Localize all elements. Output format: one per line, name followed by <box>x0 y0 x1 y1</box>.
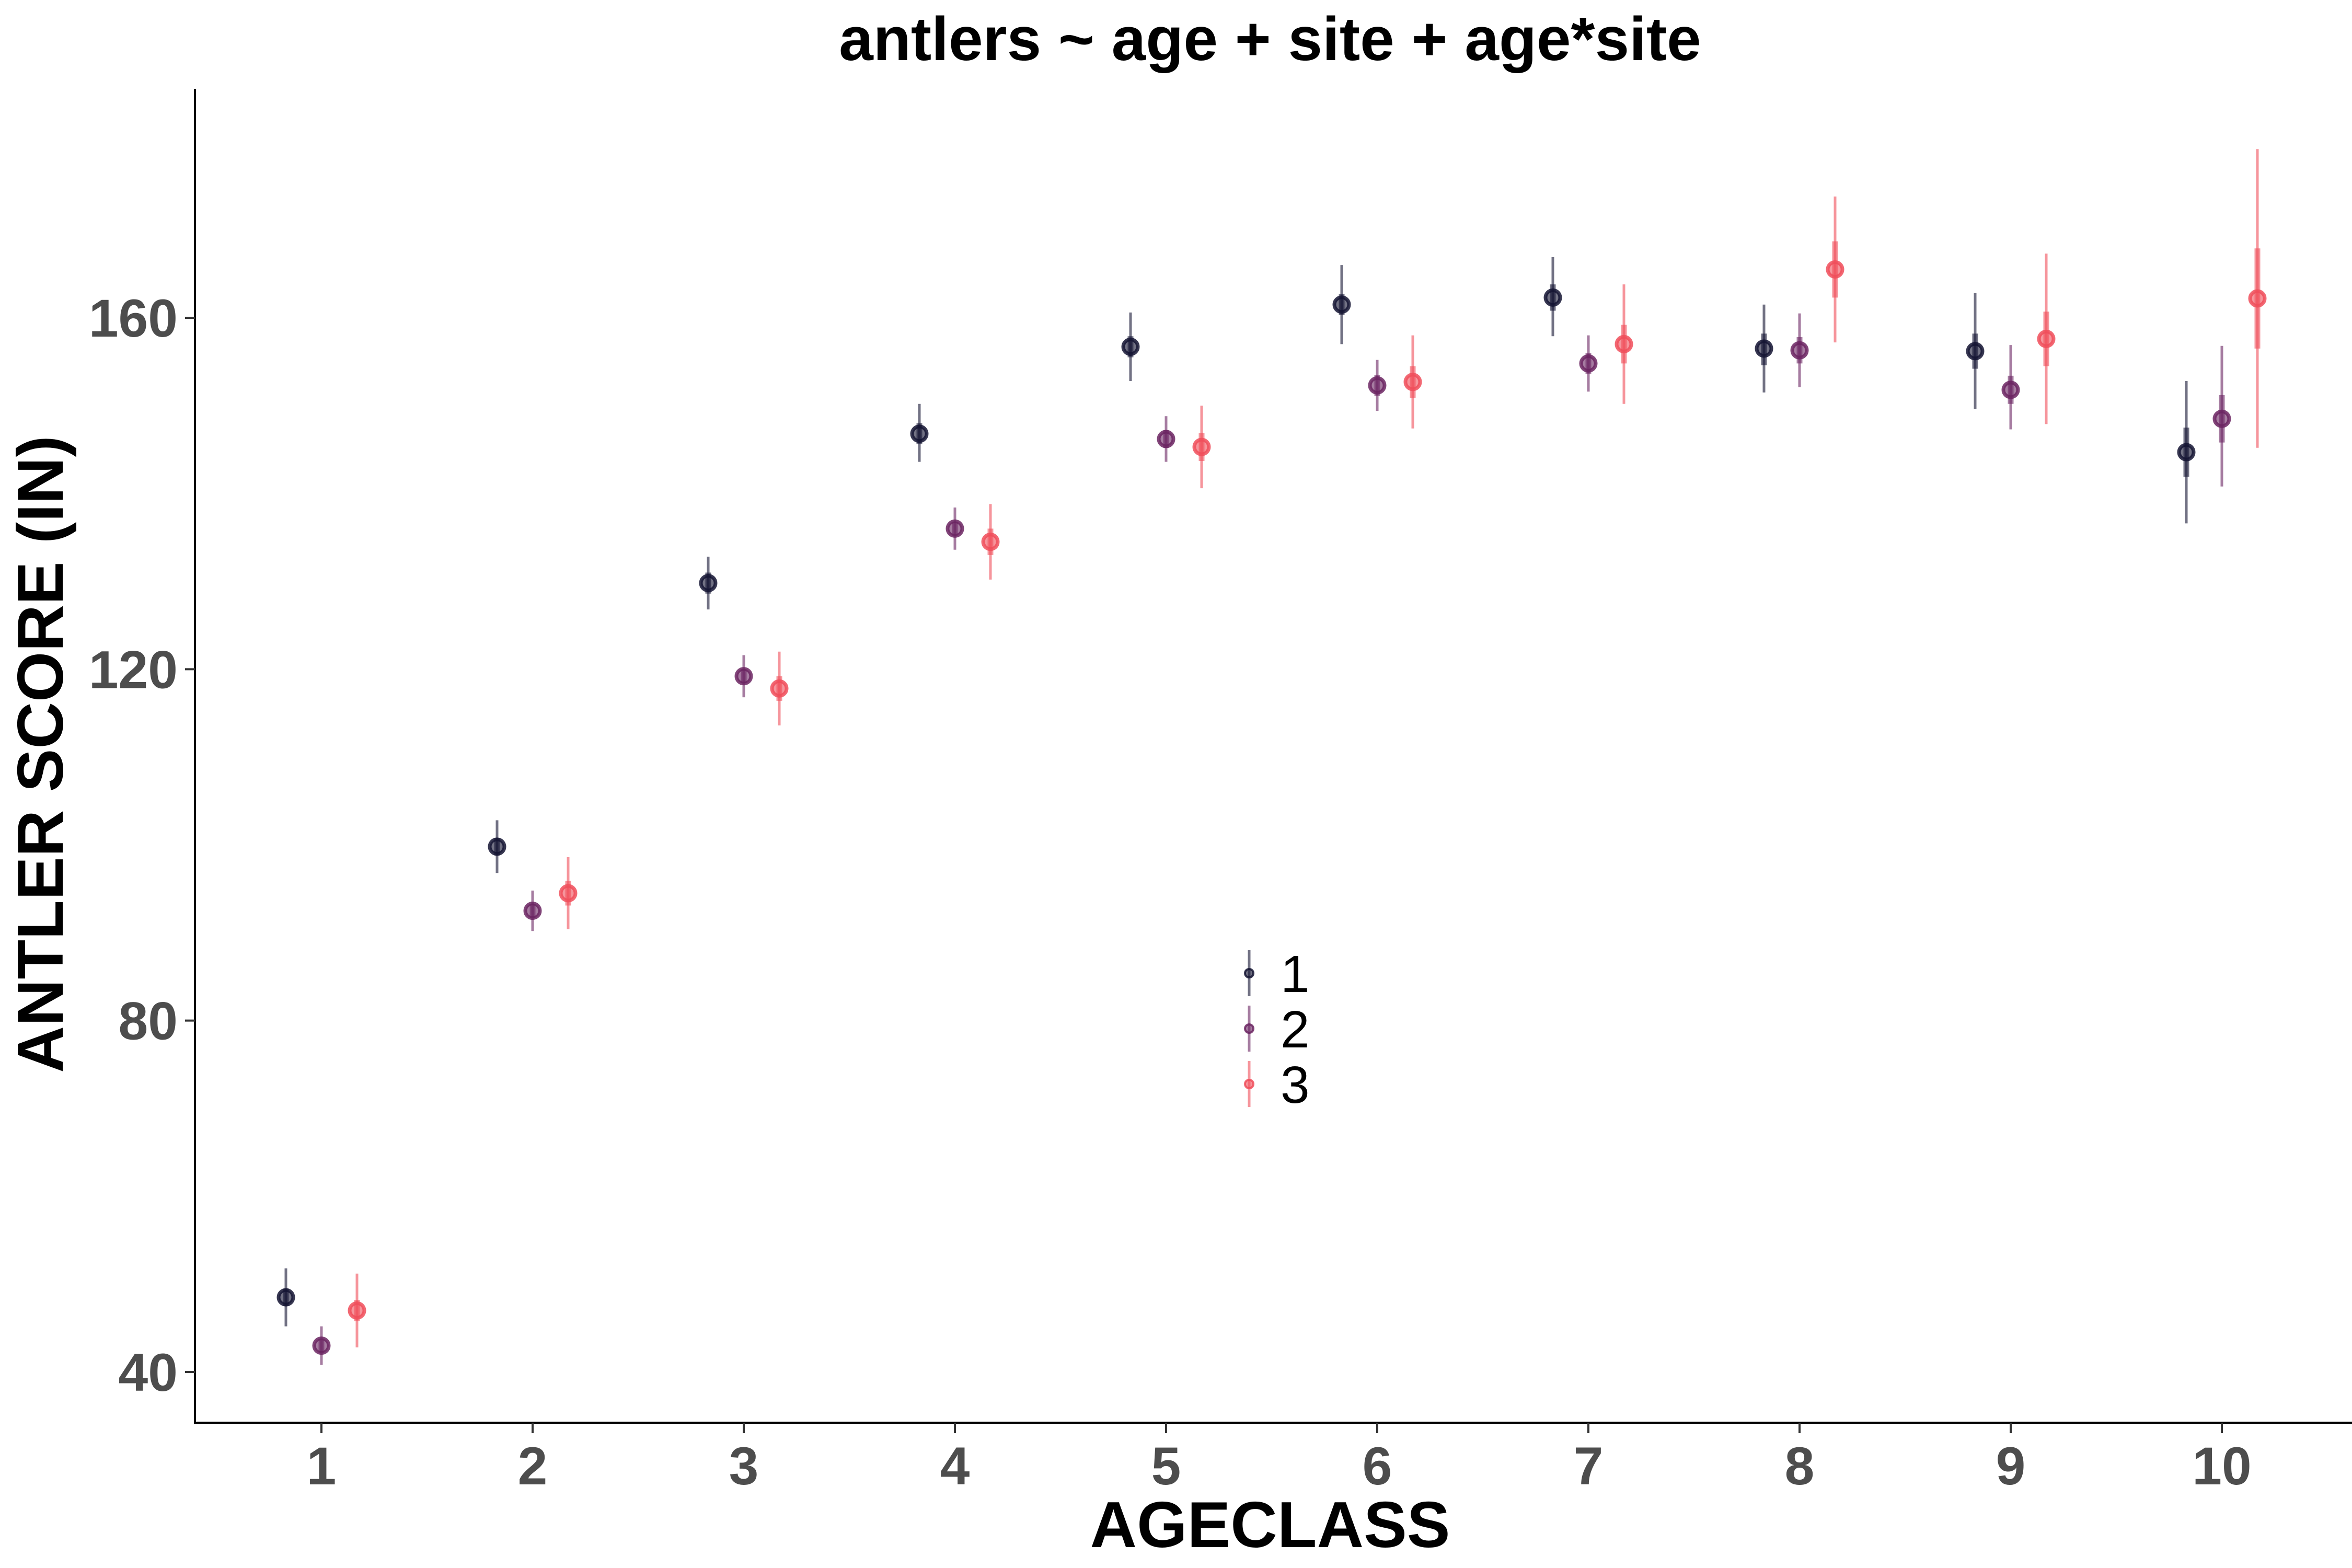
data-point <box>1966 342 1985 361</box>
data-point <box>1826 260 1844 279</box>
data-point <box>1790 341 1809 360</box>
data-point <box>2001 381 2020 399</box>
y-tick-label: 160 <box>89 289 178 348</box>
legend-label: 2 <box>1281 1000 1310 1059</box>
x-tick-label: 9 <box>1996 1436 2026 1496</box>
x-tick-label: 7 <box>1574 1436 1604 1496</box>
data-point <box>1121 337 1140 356</box>
data-point <box>488 837 506 856</box>
x-tick-label: 8 <box>1785 1436 1815 1496</box>
data-point <box>2248 289 2267 308</box>
x-tick-label: 6 <box>1363 1436 1392 1496</box>
data-point <box>699 574 718 593</box>
data-point <box>1615 335 1633 353</box>
data-point <box>981 533 1000 551</box>
y-axis-title: ANTLER SCORE (IN) <box>5 435 77 1073</box>
data-point <box>559 884 578 903</box>
data-point <box>2037 329 2056 348</box>
legend-key-point <box>1244 1023 1254 1034</box>
y-tick-label: 120 <box>89 640 178 699</box>
data-point <box>2177 443 2196 462</box>
legend-key-point <box>1244 1079 1254 1089</box>
data-point <box>348 1301 366 1320</box>
data-point <box>946 519 964 538</box>
data-point <box>276 1288 295 1307</box>
y-tick-label: 80 <box>119 991 178 1051</box>
plot-area <box>276 149 2267 1365</box>
x-axis-title: AGECLASS <box>1090 1489 1450 1561</box>
data-point <box>312 1336 331 1355</box>
data-point <box>1755 339 1773 358</box>
data-point <box>910 424 929 443</box>
data-point <box>1579 354 1598 373</box>
data-point <box>734 667 753 686</box>
legend: 123 <box>1244 945 1310 1114</box>
data-point <box>1332 295 1351 314</box>
chart-title: antlers ~ age + site + age*site <box>839 5 1701 74</box>
x-tick-label: 3 <box>729 1436 759 1496</box>
data-point <box>2212 409 2231 428</box>
x-tick-label: 1 <box>307 1436 337 1496</box>
legend-key-point <box>1244 968 1254 978</box>
legend-label: 3 <box>1281 1056 1310 1114</box>
data-point <box>1192 437 1211 456</box>
x-tick-label: 2 <box>518 1436 548 1496</box>
y-tick-label: 40 <box>119 1343 178 1402</box>
x-tick-label: 5 <box>1151 1436 1181 1496</box>
x-tick-label: 10 <box>2192 1436 2251 1496</box>
data-point <box>770 679 789 698</box>
data-point <box>1543 288 1562 307</box>
legend-label: 1 <box>1281 945 1310 1004</box>
data-point <box>1157 430 1175 448</box>
x-tick-label: 4 <box>940 1436 970 1496</box>
data-point <box>523 902 542 920</box>
data-point <box>1368 376 1387 395</box>
data-point <box>1403 373 1422 391</box>
